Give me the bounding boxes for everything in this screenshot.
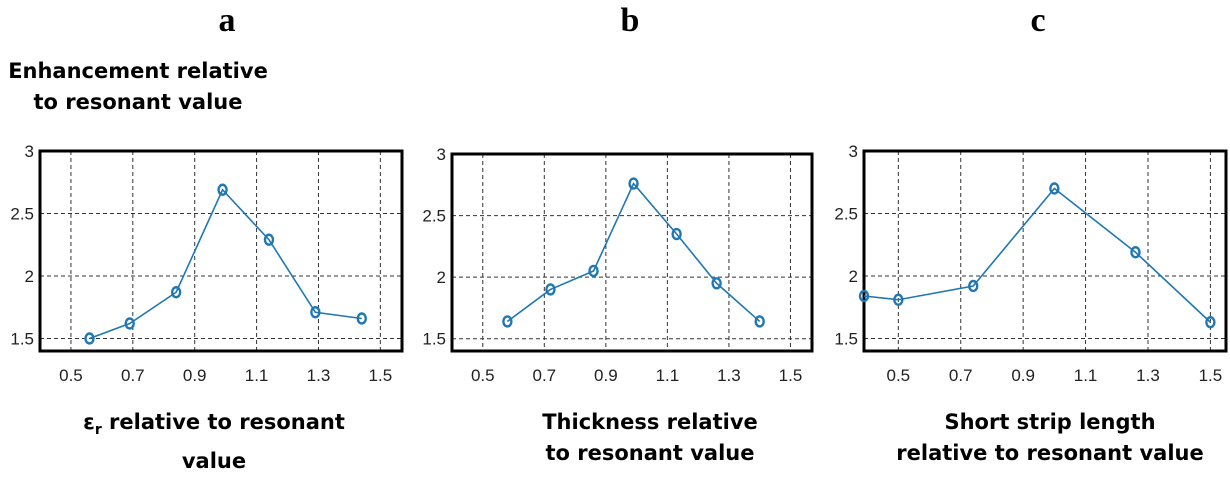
data-point-a-3 [217,183,228,196]
y-axis-label-line-1: Enhancement relative [8,59,268,83]
x-axis-label-c-line-1: Short strip length [944,410,1156,434]
data-point-b-4 [671,227,682,241]
data-point-a-4 [263,233,275,246]
y-tick-label-c-0: 1.5 [834,330,858,349]
data-point-b-2 [588,264,599,278]
data-point-a-5 [310,306,321,319]
x-tick-label-b-2: 0.9 [594,366,618,385]
x-tick-label-b-1: 0.7 [532,366,556,385]
data-point-c-4 [1130,246,1141,259]
x-tick-label-a-4: 1.3 [307,366,331,385]
x-tick-label-b-3: 1.1 [656,366,680,385]
plot-frame-a [38,149,404,353]
x-tick-label-a-2: 0.9 [183,366,207,385]
panel-label-c: c [1030,2,1046,39]
y-tick-label-a-1: 2 [25,267,34,286]
data-point-a-0 [84,332,95,345]
data-point-c-5 [1205,316,1216,329]
y-tick-label-b-2: 2.5 [422,207,446,226]
x-tick-label-c-2: 0.9 [1011,366,1035,385]
y-tick-label-c-2: 2.5 [834,205,858,224]
x-tick-label-a-0: 0.5 [59,366,83,385]
y-tick-label-b-0: 1.5 [422,330,446,349]
data-point-a-2 [170,286,182,299]
y-axis-label: Enhancement relative to resonant value [0,56,276,118]
plot-frame-b [450,152,814,353]
data-point-c-2 [968,279,979,293]
x-tick-label-a-3: 1.1 [245,366,269,385]
data-point-a-1 [124,317,135,330]
panel-label-a: a [218,2,236,39]
x-tick-label-b-4: 1.3 [717,366,741,385]
y-tick-label-a-2: 2.5 [10,205,34,224]
x-tick-label-c-3: 1.1 [1074,366,1098,385]
x-axis-label-b: Thickness relative to resonant value [480,407,820,469]
charts-svg: 0.5 0.7 0.9 1.1 1.3 1.5 1.5 2 2.5 3 0.5 0.7 0.9 1.1 1.… [10,142,1228,385]
data-point-a-6 [356,312,367,325]
series-line-a [89,188,362,340]
x-tick-label-b-0: 0.5 [471,366,495,385]
y-tick-label-a-3: 3 [25,142,34,161]
x-axis-label-c-line-2: relative to resonant value [896,441,1204,465]
y-tick-label-c-3: 3 [849,142,858,161]
y-axis-label-line-2: to resonant value [33,90,243,114]
y-tick-label-b-1: 2 [437,268,446,287]
panel-label-b: b [620,2,640,39]
data-point-c-0 [858,289,870,303]
x-tick-label-b-5: 1.5 [779,366,803,385]
x-axis-label-c: Short strip length relative to resonant … [880,407,1220,469]
series-line-b [506,182,761,323]
x-tick-label-a-5: 1.5 [369,366,393,385]
x-tick-label-c-1: 0.7 [949,366,973,385]
x-tick-label-c-4: 1.3 [1136,366,1160,385]
data-point-b-6 [754,315,765,328]
y-tick-label-b-3: 3 [437,145,446,164]
x-tick-label-c-5: 1.5 [1199,366,1223,385]
data-point-b-0 [502,315,513,328]
series-line-c [863,187,1211,323]
x-axis-label-a-subscript: r [94,422,102,439]
y-tick-label-a-0: 1.5 [10,330,34,349]
data-point-b-3 [628,177,639,190]
x-axis-label-a-text: relative to resonant [101,410,345,434]
data-point-b-5 [711,277,722,290]
x-axis-label-b-line-1: Thickness relative [542,410,758,434]
plot-frame-c [862,149,1228,353]
x-tick-label-c-0: 0.5 [887,366,911,385]
x-axis-label-b-line-2: to resonant value [545,441,755,465]
y-tick-label-c-1: 2 [849,267,858,286]
data-point-c-3 [1049,182,1060,195]
x-axis-label-a-symbol: ε [83,410,95,434]
data-point-c-1 [893,293,904,306]
x-tick-label-a-1: 0.7 [121,366,145,385]
data-point-b-1 [545,283,556,296]
